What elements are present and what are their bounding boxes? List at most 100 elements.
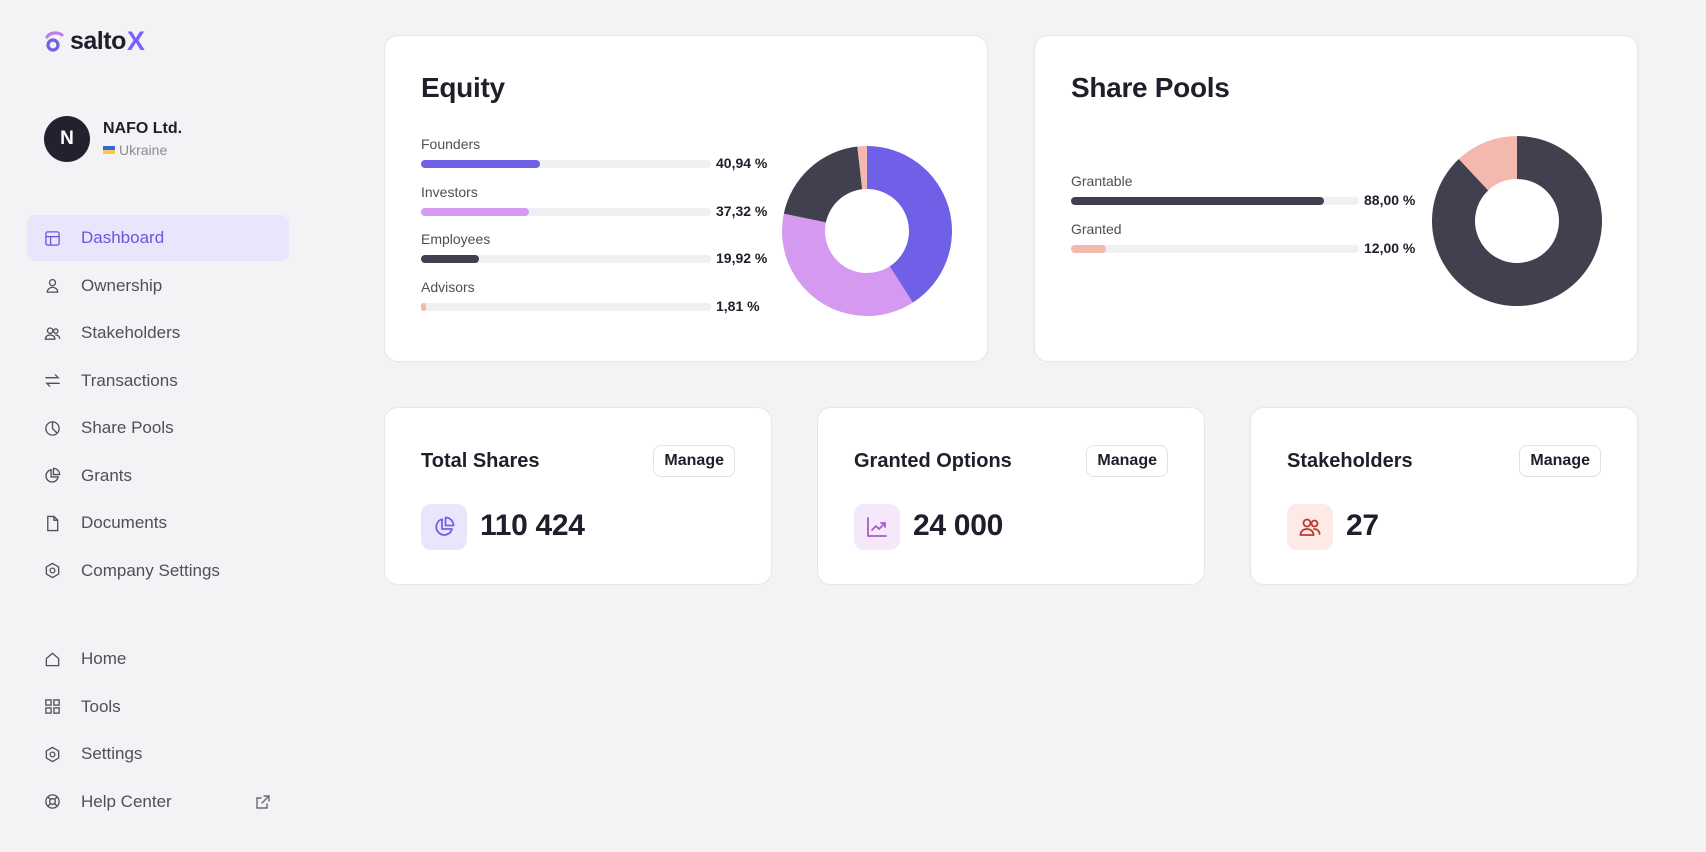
bar-percentage: 40,94 % (716, 155, 768, 171)
nav-item-ownership[interactable]: Ownership (27, 263, 289, 309)
nav-item-documents[interactable]: Documents (27, 500, 289, 546)
donut-slice (857, 146, 867, 190)
home-icon (44, 651, 61, 668)
nav-item-label: Company Settings (81, 560, 220, 580)
nav-item-settings[interactable]: Settings (27, 731, 289, 777)
manage-total-shares-button[interactable]: Manage (653, 445, 735, 477)
bar-fill (421, 255, 479, 263)
share-pools-card: Share Pools Grantable 88,00 % Granted 12,00… (1034, 35, 1638, 362)
nav-item-label: Ownership (81, 275, 163, 295)
grid-icon (44, 698, 61, 715)
arrows-icon (44, 372, 61, 389)
donut-slice (782, 213, 913, 316)
donut-slice (1458, 136, 1517, 191)
nav-item-label: Stakeholders (81, 323, 181, 342)
people-icon (44, 325, 61, 342)
nav-item-tools[interactable]: Tools (27, 684, 289, 730)
dashboard-icon (44, 230, 61, 247)
trend-up-icon (854, 504, 900, 550)
nav-item-label: Transactions (81, 370, 178, 390)
nav-item-label: Share Pools (81, 418, 174, 437)
bar-fill (421, 160, 540, 168)
manage-granted-options-button[interactable]: Manage (1086, 445, 1168, 477)
manage-stakeholders-button[interactable]: Manage (1519, 445, 1601, 477)
granted-options-card: Granted Options Manage 24 000 (817, 407, 1205, 585)
nav-item-share-pools[interactable]: Share Pools (27, 405, 289, 451)
company-selector[interactable]: N NAFO Ltd. Ukraine (44, 116, 182, 162)
nav-item-dashboard[interactable]: Dashboard (27, 215, 289, 261)
bar-fill (421, 207, 530, 216)
company-country: Ukraine (119, 142, 168, 158)
equity-title: Equity (421, 72, 505, 103)
bar-track (421, 207, 711, 216)
nav-item-company-settings[interactable]: Company Settings (27, 548, 289, 594)
equity-card: Equity Founders 40,94 % Investors 37,32 % Em… (384, 35, 988, 362)
nav-item-label: Tools (81, 696, 121, 716)
donut-slice (867, 146, 952, 303)
share-pools-donut-chart (1432, 136, 1602, 306)
bar-percentage: 37,32 % (716, 202, 768, 219)
pie-chart-icon (421, 504, 467, 550)
bar-percentage: 19,92 % (716, 250, 768, 266)
nav-item-grants[interactable]: Grants (27, 453, 289, 499)
bar-percentage: 88,00 % (1364, 192, 1416, 208)
nav-item-help-center[interactable]: Help Center (27, 779, 289, 825)
bar-percentage: 12,00 % (1364, 239, 1416, 256)
document-icon (44, 515, 61, 532)
total-shares-title: Total Shares (421, 450, 540, 472)
donut-slice (1432, 136, 1602, 306)
bar-percentage: 1,81 % (716, 297, 760, 314)
bar-track (1071, 244, 1359, 253)
app-logo[interactable]: salto X (44, 26, 145, 57)
nav-item-label: Home (81, 649, 127, 668)
bar-track (421, 160, 711, 168)
bar-label: Granted (1071, 220, 1122, 237)
total-shares-card: Total Shares Manage 110 424 (384, 407, 772, 585)
nav-item-stakeholders[interactable]: Stakeholders (27, 310, 289, 356)
external-link-icon (255, 794, 271, 810)
pie-icon (44, 420, 61, 437)
logo-text: salto (70, 27, 126, 55)
nav-item-label: Settings (81, 744, 143, 763)
settings-icon (44, 746, 61, 763)
nav-item-label: Grants (81, 465, 133, 485)
bar-label: Employees (421, 231, 491, 247)
bar-label: Founders (421, 136, 481, 152)
users-icon (1287, 504, 1333, 550)
bar-label: Investors (421, 183, 478, 200)
hexagon-settings-icon (44, 562, 61, 579)
nav-item-transactions[interactable]: Transactions (27, 358, 289, 404)
bar-fill (421, 302, 427, 311)
bar-fill (1071, 197, 1325, 205)
pie-slice-icon (44, 467, 61, 484)
granted-options-value: 24 000 (913, 509, 1003, 542)
bar-track (421, 255, 711, 263)
bar-fill (1071, 244, 1106, 253)
logo-accent: X (126, 26, 145, 56)
person-icon (44, 277, 61, 294)
equity-donut-chart (782, 146, 952, 316)
bar-track (421, 302, 711, 311)
nav-item-label: Documents (81, 513, 167, 532)
nav-item-label: Dashboard (81, 228, 165, 247)
logo-mark-icon (45, 30, 64, 52)
main-nav: Dashboard Ownership Stakeholders Transac… (27, 215, 289, 595)
share-pools-title: Share Pools (1071, 72, 1230, 103)
stakeholders-card: Stakeholders Manage 27 (1250, 407, 1638, 585)
stakeholders-title: Stakeholders (1287, 450, 1413, 472)
granted-options-title: Granted Options (854, 450, 1012, 472)
lifebuoy-icon (44, 793, 61, 810)
company-name: NAFO Ltd. (103, 120, 183, 137)
bar-label: Grantable (1071, 173, 1133, 189)
secondary-nav: Home Tools Settings Help Center (27, 636, 289, 826)
donut-slice (783, 146, 863, 223)
stakeholders-value: 27 (1346, 509, 1379, 542)
bar-label: Advisors (421, 278, 475, 295)
nav-item-label: Help Center (81, 791, 172, 811)
nav-item-home[interactable]: Home (27, 636, 289, 682)
sidebar: salto X N NAFO Ltd. Ukraine Dashboard Ow… (0, 0, 300, 852)
ukraine-flag-icon (103, 146, 115, 154)
bar-track (1071, 197, 1359, 205)
company-avatar: N (44, 116, 90, 162)
total-shares-value: 110 424 (480, 509, 585, 542)
